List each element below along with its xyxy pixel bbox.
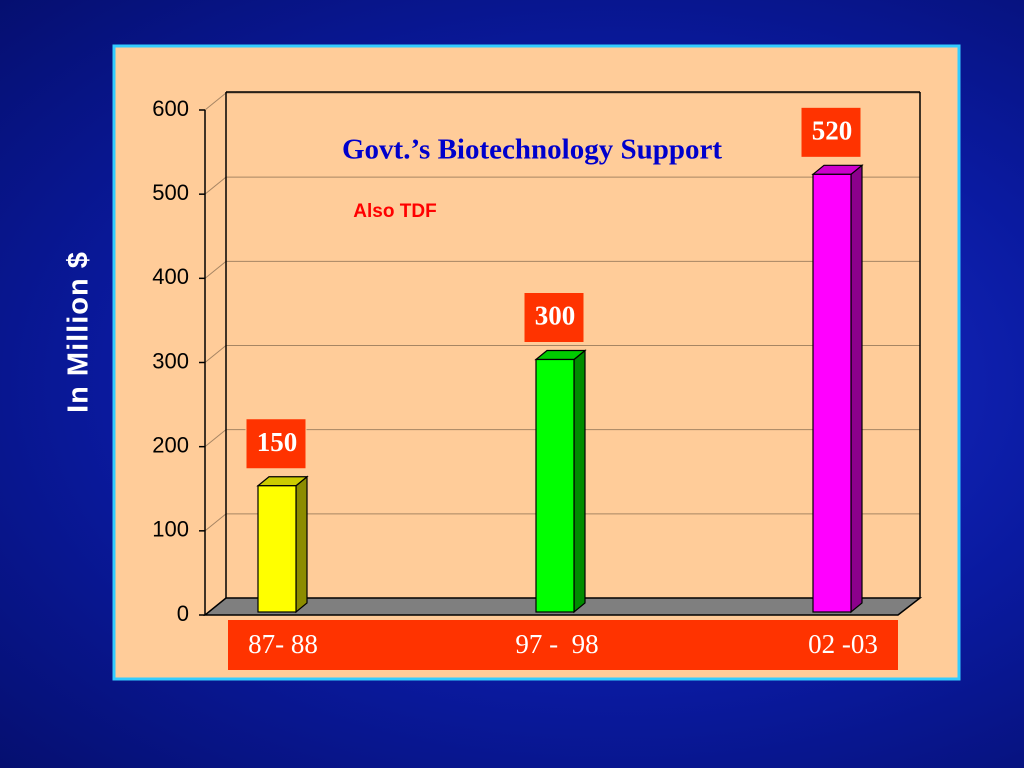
- value-label-box: [245, 418, 307, 470]
- chart-title: Govt.’s Biotechnology Support: [342, 134, 722, 166]
- y-tick-label: 200: [152, 432, 189, 457]
- value-label: 520: [812, 116, 853, 146]
- x-tick-label: 97 - 98: [515, 629, 598, 659]
- y-axis-label: In Million $: [63, 251, 95, 413]
- y-tick-label: 500: [152, 180, 189, 205]
- chart-subtitle: Also TDF: [353, 201, 436, 222]
- bar: [812, 173, 852, 613]
- value-label-box: [523, 292, 585, 343]
- bar: [257, 485, 297, 613]
- value-label-box: [800, 106, 862, 158]
- value-label: 150: [257, 427, 298, 457]
- x-tick-label: 02 -03: [808, 629, 878, 659]
- grid-line: [204, 260, 920, 279]
- y-tick-label: 0: [177, 601, 189, 626]
- value-label: 300: [535, 301, 576, 331]
- y-tick-label: 400: [152, 264, 189, 289]
- grid-line: [204, 429, 920, 448]
- y-tick-label: 600: [152, 96, 189, 121]
- x-tick-label: 87- 88: [248, 629, 318, 659]
- bar-side: [295, 475, 308, 614]
- category-band: [228, 620, 898, 670]
- bar-side: [573, 349, 586, 614]
- bar-side: [850, 164, 863, 614]
- grid-line: [204, 92, 920, 111]
- y-tick-label: 300: [152, 348, 189, 373]
- y-tick-label: 100: [152, 517, 189, 542]
- grid-line: [204, 513, 920, 532]
- bar: [535, 358, 575, 613]
- grid-line: [204, 345, 920, 363]
- grid-line: [204, 176, 920, 195]
